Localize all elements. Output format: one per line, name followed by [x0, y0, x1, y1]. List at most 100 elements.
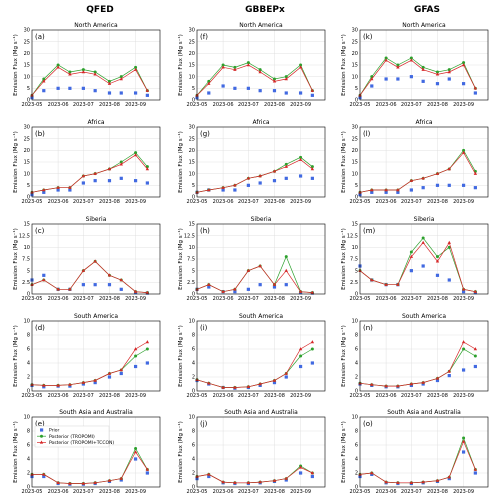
- y-tick-label: 2: [355, 471, 358, 477]
- x-tick-label: 2023-05: [187, 102, 208, 108]
- panel-j: South Asia and Australia 0 2 4 6 8 10 2023-05 20…: [177, 409, 326, 495]
- data-point-prior: [461, 183, 466, 187]
- y-tick-label: 8: [27, 333, 30, 339]
- data-point-prior: [435, 82, 440, 86]
- x-tick-label: 2023-06: [376, 393, 397, 399]
- data-point-posterior-tropomi-tccon: [461, 63, 466, 67]
- data-point-posterior-tropomi: [462, 436, 466, 440]
- x-tick-label: 2023-05: [350, 199, 371, 205]
- x-tick-label: 2023-05: [22, 199, 43, 205]
- x-tick-label: 2023-06: [48, 296, 69, 302]
- data-point-posterior-tropomi-tccon: [298, 465, 303, 469]
- data-point-posterior-tropomi-tccon: [409, 58, 414, 62]
- panel-label: (j): [200, 420, 208, 428]
- data-point-posterior-tropomi-tccon: [221, 385, 225, 389]
- data-point-posterior-tropomi: [370, 75, 374, 79]
- y-tick-label: 20: [352, 51, 358, 57]
- data-point-posterior-tropomi: [409, 250, 413, 254]
- x-tick-label: 2023-08: [427, 489, 448, 495]
- column-title-qfed: QFED: [86, 5, 113, 15]
- y-tick-label: 15: [24, 63, 30, 69]
- data-point-posterior-tropomi: [435, 255, 439, 259]
- y-tick-label: 10: [352, 171, 358, 177]
- data-point-posterior-tropomi-tccon: [81, 268, 86, 272]
- y-tick-label: 2: [27, 471, 30, 477]
- data-point-posterior-tropomi-tccon: [447, 475, 451, 479]
- data-point-posterior-tropomi-tccon: [370, 471, 374, 475]
- data-point-posterior-tropomi-tccon: [447, 240, 451, 244]
- panel-label: (o): [363, 420, 373, 428]
- data-point-posterior-tropomi-tccon: [409, 254, 414, 258]
- data-point-posterior-tropomi-tccon: [447, 369, 451, 373]
- panel-title: South Asia and Australia: [387, 409, 461, 416]
- y-tick-label: 15: [352, 222, 358, 228]
- data-point-posterior-tropomi-tccon: [246, 176, 251, 180]
- y-tick-label: 25: [189, 39, 195, 45]
- y-tick-label: 10: [352, 245, 358, 251]
- series-line: [359, 241, 476, 293]
- data-point-prior: [42, 474, 46, 479]
- data-point-prior: [145, 93, 149, 97]
- data-point-posterior-tropomi-tccon: [370, 382, 374, 386]
- data-point-posterior-tropomi-tccon: [68, 72, 72, 76]
- y-tick-label: 0: [27, 98, 30, 104]
- data-point-prior: [42, 273, 46, 277]
- legend-box: [34, 425, 110, 448]
- data-point-posterior-tropomi: [421, 236, 425, 240]
- panel-a: North America 0 5 10 15 20 25 30 2023-05 2023-06 2…: [12, 22, 161, 108]
- panel-b: Africa 0 5 10 15 20 25 30 2023-05 2023-06 2023-07 2…: [12, 119, 161, 205]
- panel-title: Siberia: [251, 216, 272, 223]
- x-tick-label: 2023-09: [290, 199, 311, 205]
- y-tick-label: 6: [355, 347, 358, 353]
- data-point-posterior-tropomi: [119, 75, 123, 79]
- data-point-prior: [119, 371, 123, 376]
- y-tick-label: 20: [24, 51, 30, 57]
- x-tick-label: 2023-09: [290, 102, 311, 108]
- x-tick-label: 2023-06: [213, 393, 234, 399]
- data-point-prior: [207, 474, 211, 479]
- y-axis-label: Emission Flux (Mg s⁻¹): [12, 34, 19, 96]
- panel-label: (n): [363, 324, 373, 332]
- data-point-posterior-tropomi-tccon: [93, 259, 97, 263]
- data-point-posterior-tropomi-tccon: [461, 340, 466, 344]
- panel-label: (k): [363, 33, 373, 41]
- y-axis-label: Emission Flux (Mg s⁻¹): [177, 421, 184, 483]
- data-point-prior: [207, 285, 211, 289]
- data-point-posterior-tropomi-tccon: [461, 439, 466, 443]
- data-point-posterior-tropomi-tccon: [409, 480, 414, 484]
- data-point-posterior-tropomi-tccon: [370, 77, 374, 81]
- panel-frame: [196, 223, 326, 295]
- data-point-posterior-tropomi-tccon: [93, 171, 97, 175]
- data-point-posterior-tropomi-tccon: [119, 476, 123, 480]
- data-point-posterior-tropomi: [462, 61, 466, 65]
- data-point-posterior-tropomi-tccon: [272, 282, 277, 286]
- data-point-posterior-tropomi-tccon: [310, 88, 315, 92]
- data-point-posterior-tropomi-tccon: [298, 289, 303, 293]
- panel-label: (a): [35, 33, 45, 41]
- panel-title: Siberia: [86, 216, 107, 223]
- data-point-posterior-tropomi: [284, 162, 288, 166]
- data-point-posterior-tropomi: [81, 68, 85, 72]
- x-tick-label: 2023-07: [401, 489, 422, 495]
- data-point-posterior-tropomi-tccon: [421, 380, 425, 384]
- data-point-prior: [284, 176, 288, 180]
- y-tick-label: 8: [192, 429, 195, 435]
- data-point-posterior-tropomi-tccon: [284, 371, 288, 375]
- y-tick-label: 4: [27, 361, 30, 367]
- data-point-posterior-tropomi: [134, 151, 138, 155]
- y-tick-label: 30: [189, 125, 195, 131]
- data-point-posterior-tropomi-tccon: [396, 282, 400, 286]
- data-point-prior: [384, 77, 388, 81]
- legend-entry-label: Prior: [49, 428, 59, 434]
- x-tick-label: 2023-07: [238, 199, 259, 205]
- series-line: [31, 341, 148, 386]
- data-point-posterior-tropomi-tccon: [107, 478, 112, 482]
- data-point-posterior-tropomi: [145, 347, 149, 351]
- y-tick-label: 10: [189, 415, 195, 421]
- x-tick-label: 2023-06: [48, 489, 69, 495]
- x-tick-label: 2023-05: [187, 393, 208, 399]
- data-point-posterior-tropomi-tccon: [473, 467, 478, 471]
- data-point-posterior-tropomi: [310, 347, 314, 351]
- y-tick-label: 0: [355, 485, 358, 491]
